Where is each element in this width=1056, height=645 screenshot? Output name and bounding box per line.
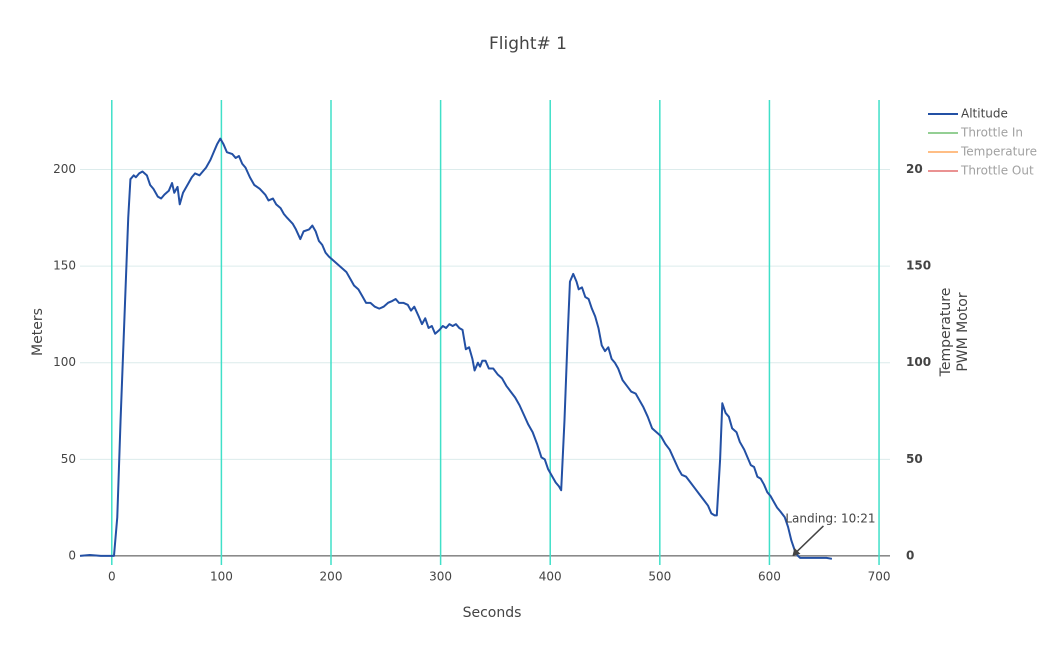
y-tick-label: 200 — [53, 162, 76, 176]
y-tick-label: 100 — [53, 355, 76, 369]
x-tick-label: 300 — [429, 570, 452, 584]
y2-tick-label: 100 — [906, 355, 931, 369]
x-tick-label: 0 — [108, 570, 116, 584]
legend-label[interactable]: Throttle Out — [960, 164, 1034, 178]
y2-tick-label: 50 — [906, 452, 923, 466]
x-tick-label: 600 — [758, 570, 781, 584]
y2-tick-label: 0 — [906, 548, 914, 562]
annotation-arrowhead — [792, 547, 801, 556]
x-axis-title: Seconds — [463, 605, 522, 621]
y-tick-label: 150 — [53, 259, 76, 273]
y2-tick-label: 150 — [906, 259, 931, 273]
annotation-text: Landing: 10:21 — [785, 511, 875, 525]
legend-label[interactable]: Altitude — [961, 107, 1008, 121]
legend-label[interactable]: Throttle In — [960, 126, 1023, 140]
x-tick-label: 700 — [868, 570, 891, 584]
y-axis-title: Meters — [30, 308, 46, 356]
x-tick-label: 100 — [210, 570, 233, 584]
x-tick-label: 400 — [539, 570, 562, 584]
legend-label[interactable]: Temperature — [960, 145, 1037, 159]
annotation-arrow — [793, 525, 824, 555]
y2-tick-label: 20 — [906, 162, 923, 176]
altitude-line — [79, 137, 833, 560]
y-tick-label: 0 — [68, 548, 76, 562]
y2-axis-title: PWM Motor — [955, 292, 971, 372]
chart-title: Flight# 1 — [489, 34, 567, 54]
x-tick-label: 500 — [648, 570, 671, 584]
x-tick-label: 200 — [320, 570, 343, 584]
y2-axis-title: Temperature — [938, 288, 954, 378]
y-tick-label: 50 — [61, 452, 76, 466]
